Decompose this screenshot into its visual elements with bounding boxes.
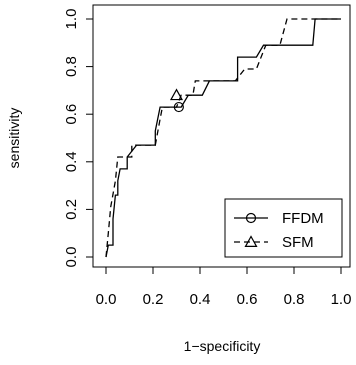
legend-label-ffdm: FFDM <box>282 210 324 227</box>
y-tick-label: 0.8 <box>63 56 80 77</box>
y-tick-label: 0.2 <box>63 199 80 220</box>
y-tick-label: 0.4 <box>63 151 80 172</box>
legend: FFDM SFM <box>224 198 343 258</box>
y-axis: 0.0 0.2 0.4 0.6 0.8 1.0 <box>63 9 94 268</box>
x-tick-label: 0.4 <box>190 291 211 308</box>
x-tick-label: 0.6 <box>237 291 258 308</box>
legend-box <box>224 198 343 258</box>
legend-marker-ffdm <box>245 212 257 224</box>
x-tick-label: 1.0 <box>331 291 352 308</box>
x-axis-label: 1−specificity <box>184 338 261 354</box>
legend-label-sfm: SFM <box>282 234 314 251</box>
x-tick-label: 0.8 <box>284 291 305 308</box>
y-tick-label: 0.0 <box>63 247 80 268</box>
y-tick-label: 1.0 <box>63 9 80 30</box>
x-axis: 0.0 0.2 0.4 0.6 0.8 1.0 <box>96 266 352 308</box>
series-marker-sfm <box>169 88 184 101</box>
series-layer <box>105 18 341 258</box>
y-axis-label: sensitivity <box>6 108 22 169</box>
series-line-ffdm <box>105 18 341 258</box>
series-line-sfm <box>105 18 341 258</box>
y-tick-label: 0.6 <box>63 104 80 125</box>
x-tick-label: 0.0 <box>96 291 117 308</box>
legend-marker-sfm <box>244 235 258 247</box>
x-tick-label: 0.2 <box>143 291 164 308</box>
